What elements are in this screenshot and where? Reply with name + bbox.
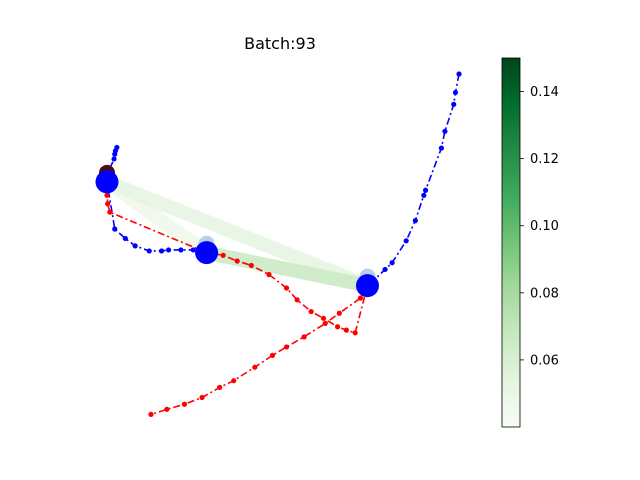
- trajectory-point: [389, 260, 395, 266]
- trajectory-point: [181, 401, 188, 407]
- colorbar-tick-label: 0.14: [530, 85, 559, 100]
- trajectory-point: [421, 192, 427, 198]
- trajectory-point: [190, 247, 196, 253]
- trajectory-point: [158, 248, 165, 254]
- trajectory-point: [343, 327, 349, 333]
- trajectory-point: [294, 297, 300, 303]
- trajectory-point: [105, 201, 111, 207]
- trajectory-point: [336, 310, 342, 316]
- trajectory-point: [146, 248, 152, 254]
- trajectory-point: [248, 262, 254, 269]
- trajectory-point: [234, 258, 240, 264]
- trajectory-point: [452, 89, 459, 96]
- colorbar-gradient: [501, 57, 521, 428]
- trajectory-point: [456, 71, 462, 77]
- trajectory-point: [283, 344, 290, 350]
- trajectory-point: [382, 266, 388, 273]
- edges-layer: [100, 174, 375, 293]
- trajectories-layer: [104, 71, 462, 417]
- trajectory-point: [220, 252, 226, 258]
- trajectory-point: [412, 217, 418, 224]
- trajectory-point: [308, 308, 314, 315]
- trajectory-point: [199, 394, 205, 401]
- agent-marker-1: [195, 241, 219, 265]
- colorbar: 0.06 0.08 0.10 0.12 0.14: [501, 57, 559, 428]
- trajectory-line-2: [106, 174, 369, 334]
- attention-edge-2: [199, 245, 375, 293]
- trajectory-point: [357, 295, 364, 301]
- trajectory-line-0: [106, 147, 207, 254]
- trajectory-point: [164, 406, 170, 412]
- trajectory-point: [111, 156, 117, 162]
- trajectory-point: [301, 334, 307, 340]
- colorbar-tick-label: 0.12: [530, 152, 559, 167]
- trajectory-point: [438, 145, 444, 151]
- trajectory-point: [112, 151, 118, 157]
- trajectory-point: [112, 226, 118, 232]
- colorbar-tick-label: 0.06: [530, 353, 559, 368]
- trajectory-point: [320, 315, 327, 321]
- trajectory-point: [451, 101, 457, 107]
- trajectory-point: [266, 271, 272, 278]
- agent-marker-0: [95, 170, 119, 194]
- colorbar-tick-label: 0.08: [530, 286, 559, 301]
- trajectory-point: [132, 243, 138, 249]
- trajectory-point: [178, 247, 184, 253]
- trajectory-point: [322, 320, 328, 326]
- trajectory-point: [148, 411, 154, 417]
- trajectory-point: [334, 324, 341, 330]
- trajectory-point: [217, 384, 223, 391]
- agents-layer: [95, 164, 379, 298]
- trajectory-point: [269, 352, 276, 358]
- attention-edge-1: [100, 174, 375, 293]
- trajectory-point: [252, 364, 258, 370]
- trajectory-point: [283, 285, 290, 291]
- trajectory-line-3: [150, 285, 369, 416]
- agent-marker-2: [355, 274, 379, 298]
- chart-title: Batch:93: [244, 34, 316, 53]
- colorbar-tick-label: 0.10: [530, 219, 559, 234]
- trajectory-point: [403, 238, 409, 244]
- trajectory-line-1: [366, 73, 460, 287]
- trajectory-point: [231, 378, 237, 384]
- trajectory-point: [352, 330, 358, 336]
- trajectory-point: [122, 235, 128, 242]
- trajectory-point: [107, 209, 113, 215]
- trajectory-point: [442, 128, 448, 134]
- trajectory-point: [166, 247, 172, 253]
- trajectory-point: [104, 192, 110, 198]
- trajectory-point: [422, 187, 429, 193]
